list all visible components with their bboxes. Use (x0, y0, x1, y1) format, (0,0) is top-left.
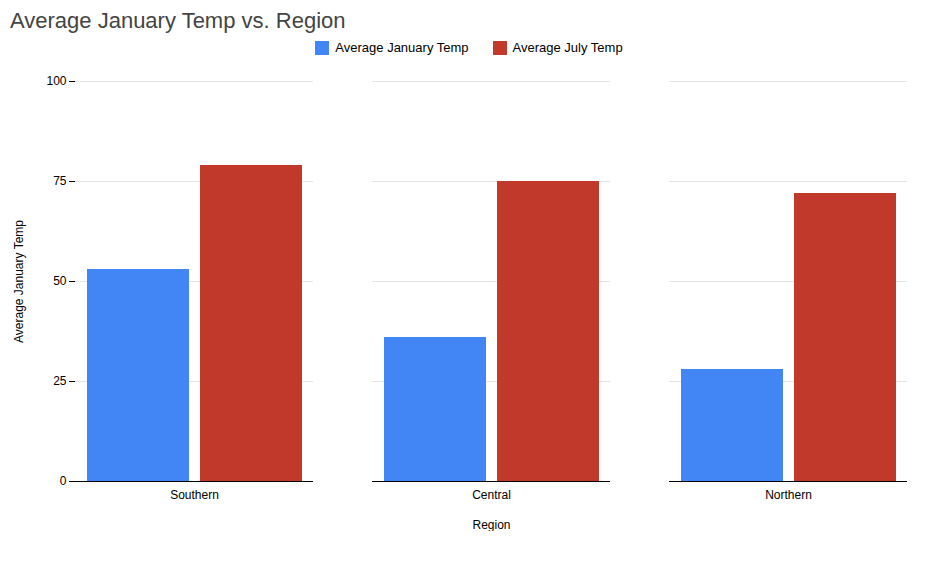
svg-text:Northern: Northern (765, 488, 812, 502)
svg-text:100: 100 (46, 74, 66, 88)
svg-text:75: 75 (53, 174, 67, 188)
svg-text:0: 0 (60, 474, 67, 488)
html-text:Average January Temp vs. Regio: Average January Temp vs. Region (10, 8, 346, 33)
svg-text:Region: Region (472, 518, 510, 532)
html-text:Average January Temp: Average January Temp (335, 40, 469, 55)
svg-text:Central: Central (472, 488, 511, 502)
svg-text:50: 50 (53, 274, 67, 288)
html-text:Average July Temp: Average July Temp (512, 40, 623, 55)
svg-text:Average January Temp: Average January Temp (12, 220, 26, 343)
svg-text:Southern: Southern (170, 488, 219, 502)
svg-text:25: 25 (53, 374, 67, 388)
